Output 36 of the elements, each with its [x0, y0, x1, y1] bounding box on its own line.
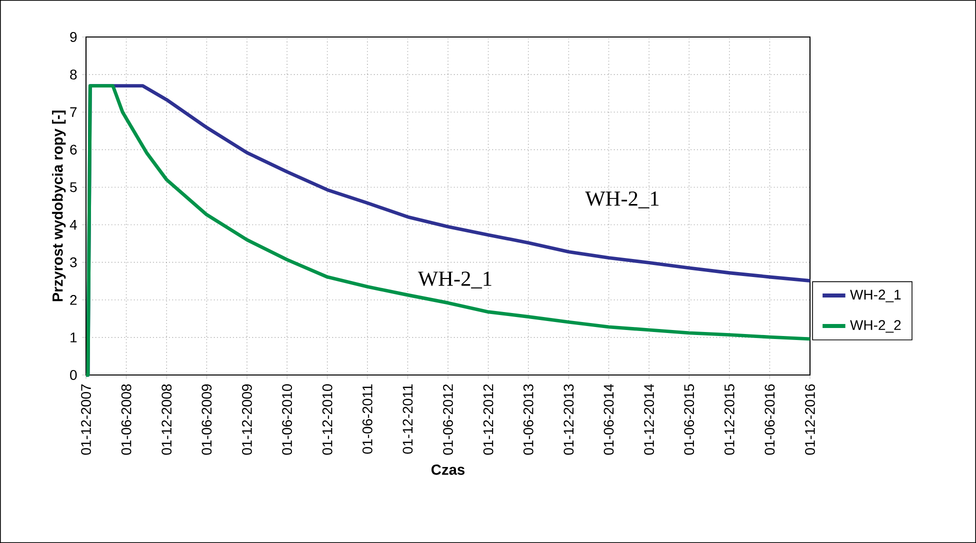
x-tick-label: 01-06-2015 — [684, 384, 694, 455]
x-tick-label: 01-06-2012 — [443, 384, 453, 455]
x-tick-label: 01-06-2009 — [202, 384, 212, 455]
x-tick-label: 01-12-2010 — [322, 384, 332, 455]
line-series — [84, 84, 812, 377]
x-tick-label: 01-06-2013 — [523, 384, 534, 455]
x-tick-label: 01-12-2011 — [402, 384, 413, 454]
x-tick-label: 01-12-2009 — [242, 384, 252, 455]
x-tick-label: 01-12-2015 — [724, 384, 734, 455]
y-tick-label: 8 — [70, 70, 77, 80]
x-tick-label: 01-06-2008 — [121, 384, 132, 455]
x-tick-label: 01-12-2012 — [483, 384, 494, 455]
y-tick-label: 9 — [70, 32, 77, 42]
x-tick-label: 01-06-2010 — [282, 384, 292, 455]
y-tick-label: 3 — [70, 257, 77, 268]
y-tick-label: 1 — [70, 332, 77, 342]
annotation: WH-2_1 — [418, 272, 492, 288]
y-tick-label: 6 — [70, 144, 77, 155]
y-tick-label: 2 — [70, 295, 77, 305]
annotation: WH-2_1 — [585, 191, 659, 208]
x-tick-label: 01-06-2011 — [362, 384, 372, 454]
x-tick-label: 01-06-2016 — [764, 384, 775, 455]
legend-label: WH-2_2 — [850, 320, 901, 333]
x-axis-title: Czas — [431, 464, 465, 475]
y-tick-label: 7 — [70, 107, 77, 117]
x-tick-label: 01-12-2007 — [81, 384, 91, 455]
y-tick-label: 4 — [70, 220, 77, 230]
y-tick-label: 5 — [70, 182, 77, 192]
x-tick-label: 01-12-2014 — [644, 384, 654, 455]
legend-label: WH-2_1 — [850, 290, 901, 302]
y-axis-title: Przyrost wydobycia ropy [-] — [52, 110, 66, 302]
x-tick-label: 01-12-2016 — [805, 384, 815, 455]
x-tick-label: 01-12-2008 — [162, 384, 172, 455]
x-tick-label: 01-06-2014 — [604, 384, 614, 455]
x-tick-label: 01-12-2013 — [564, 384, 574, 455]
y-tick-label: 0 — [70, 370, 77, 380]
